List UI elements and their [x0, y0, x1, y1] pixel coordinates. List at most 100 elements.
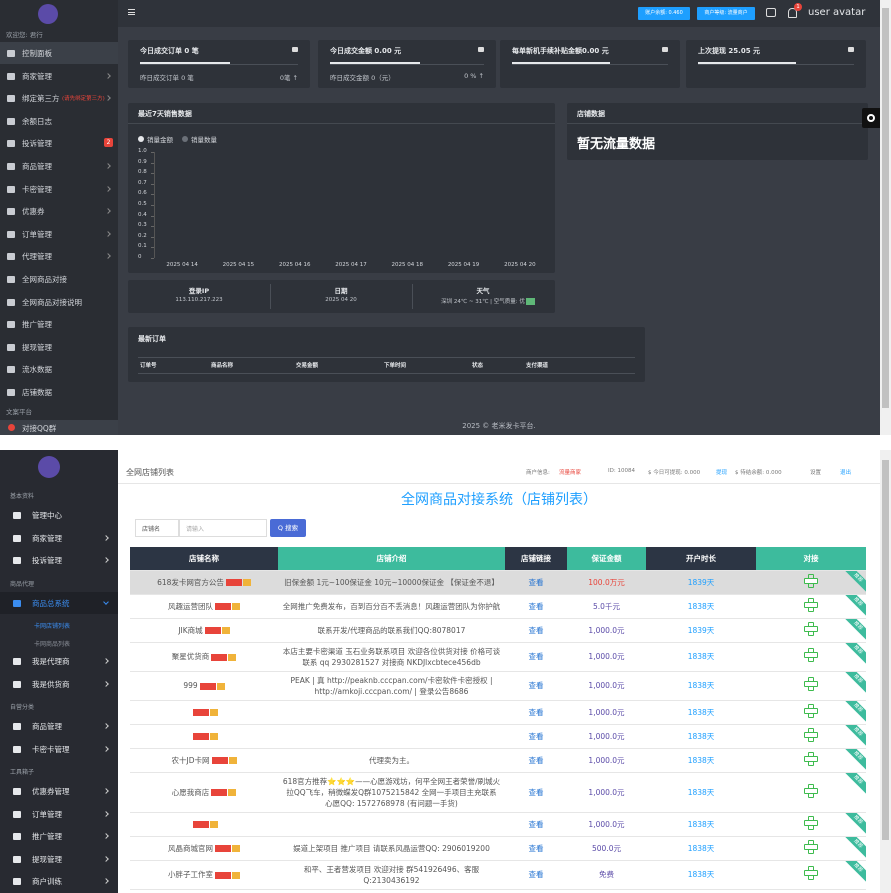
ribbon: 推荐 [842, 642, 866, 666]
menu-item[interactable]: 对接QQ群 [0, 420, 118, 435]
stat-title: 今日成交金额 0.00 元 [330, 47, 402, 55]
menu-item[interactable]: 推广管理 [0, 313, 118, 335]
x-tick-label: 2025 04 19 [447, 262, 480, 268]
bell-icon[interactable] [788, 8, 797, 18]
menu-item[interactable]: 管理中心 [0, 504, 118, 526]
search-input[interactable]: 请输入 [179, 519, 267, 537]
connect-button[interactable] [804, 677, 818, 691]
connect-button[interactable] [804, 815, 818, 830]
store-link[interactable]: 查看 [505, 772, 567, 813]
store-link[interactable]: 查看 [505, 812, 567, 837]
store-days: 1838天 [646, 642, 756, 672]
y-tick [151, 194, 154, 196]
menu-item[interactable]: 优惠券 [0, 200, 118, 222]
notify-badge: 1 [794, 3, 802, 11]
menu-item[interactable]: 投诉管理 [0, 549, 118, 571]
menu-item[interactable]: 绑定第三方 (请先绑定第三方) [0, 87, 118, 109]
level-button[interactable]: 商户等级: 流量商户 [697, 7, 755, 20]
search-button[interactable]: Q 搜索 [270, 519, 306, 537]
connect-button[interactable] [804, 573, 818, 588]
user-avatar[interactable]: user avatar [808, 7, 866, 18]
store-name [130, 724, 278, 749]
menu-label: 商品管理 [22, 162, 52, 171]
menu-icon [7, 50, 15, 57]
header-logout[interactable]: 退出 [840, 470, 852, 476]
store-link[interactable]: 查看 [505, 618, 567, 643]
menu-item[interactable]: 商家管理 [0, 527, 118, 549]
menu-arrow [105, 95, 111, 102]
connect-button[interactable] [804, 648, 818, 662]
connect-button[interactable] [804, 597, 818, 612]
menu-item[interactable]: 商品总系统 [0, 591, 118, 614]
connect-cell: 推荐 [756, 724, 866, 749]
connect-button[interactable] [804, 621, 818, 636]
menu-item[interactable]: 投诉管理 2 [0, 132, 118, 154]
header-withdraw-link[interactable]: 提现 [716, 470, 728, 476]
vip-badge [215, 845, 231, 852]
store-link[interactable]: 查看 [505, 700, 567, 725]
header-settings[interactable]: 设置 [810, 470, 822, 476]
menu-arrow [103, 598, 109, 605]
menu-item[interactable]: 全网商品对接 [0, 268, 118, 290]
menu-item[interactable]: 商户训练 [0, 870, 118, 892]
menu-item[interactable]: 流水数据 [0, 358, 118, 380]
connect-cell: 推荐 [756, 642, 866, 672]
menu-item[interactable]: 推广管理 [0, 825, 118, 847]
plus-h [804, 577, 818, 584]
store-link[interactable]: 查看 [505, 836, 567, 861]
plus-h [804, 870, 818, 876]
chart-card: 最近7天销售数据 销量金额 销量数量 0 0.1 0.2 0.3 0.4 0.5 0.6 0.7 0.… [128, 103, 555, 273]
menu-icon [7, 163, 15, 170]
menu-toggle[interactable] [128, 9, 135, 15]
connect-button[interactable] [804, 751, 818, 766]
footer: 2025 © 老米发卡平台. [462, 422, 536, 430]
balance-button[interactable]: 账户余额: 0.460 [638, 7, 690, 20]
y-tick-label: 0.3 [138, 222, 147, 229]
store-desc: 本店主要卡密渠道 玉石业务联系项目 欢迎各位供货对接 价格可谈 联系 qq 29… [278, 642, 505, 672]
menu-icon [13, 534, 21, 542]
menu-item[interactable]: 提现管理 [0, 336, 118, 358]
store-link[interactable]: 查看 [505, 594, 567, 619]
connect-button[interactable] [804, 783, 818, 798]
menu-item[interactable]: 优惠券管理 [0, 780, 118, 802]
store-link[interactable]: 查看 [505, 748, 567, 773]
menu-item[interactable]: 订单管理 [0, 803, 118, 825]
connect-button[interactable] [804, 727, 818, 742]
message-icon[interactable] [766, 8, 776, 17]
menu-item[interactable]: 提现管理 [0, 848, 118, 870]
menu-item[interactable]: 商品管理 [0, 715, 118, 737]
store-deposit: 1,000.0元 [567, 724, 646, 749]
menu-item[interactable]: 全网商品对接说明 [0, 291, 118, 313]
column-header: 开户时长 [646, 547, 756, 571]
store-link[interactable]: 查看 [505, 642, 567, 672]
menu-item[interactable]: 卡密卡管理 [0, 738, 118, 760]
menu-item[interactable]: 余额日志 [0, 110, 118, 132]
connect-button[interactable] [804, 866, 818, 880]
menu-item[interactable]: 店铺数据 [0, 381, 118, 403]
header: 全网店铺列表 商户信息: 流量商家 ID: 10084 $ 今日可提现: 0.000 提现… [118, 460, 880, 484]
menu-item[interactable]: 我是代理商 [0, 650, 118, 672]
menu-item[interactable]: 我是供货商 [0, 673, 118, 695]
store-link[interactable]: 查看 [505, 671, 567, 701]
menu-item[interactable]: 代理管理 [0, 245, 118, 267]
submenu-item[interactable]: 卡网店铺列表 [34, 623, 71, 630]
menu-item[interactable]: 商家管理 [0, 65, 118, 87]
info-value: 113.110.217.223 [175, 297, 223, 303]
menu-item[interactable]: 控制面板 [0, 42, 118, 64]
vip-badge [211, 757, 228, 764]
store-link[interactable]: 查看 [505, 860, 567, 890]
connect-button[interactable] [804, 839, 818, 854]
menu-item[interactable]: 商品管理 [0, 155, 118, 177]
store-name: 心愿我商店 [130, 772, 278, 813]
vip-badge [211, 789, 228, 796]
menu-item[interactable]: 订单管理 [0, 223, 118, 245]
submenu-item[interactable]: 卡网商品列表 [34, 641, 71, 648]
store-link[interactable]: 查看 [505, 570, 567, 595]
menu-icon [13, 878, 21, 885]
store-title: 店铺数据 [577, 110, 605, 118]
menu-icon [7, 253, 15, 261]
search-select[interactable]: 店铺名 [135, 519, 179, 537]
menu-item[interactable]: 卡密管理 [0, 178, 118, 200]
store-link[interactable]: 查看 [505, 724, 567, 749]
connect-button[interactable] [804, 703, 818, 718]
